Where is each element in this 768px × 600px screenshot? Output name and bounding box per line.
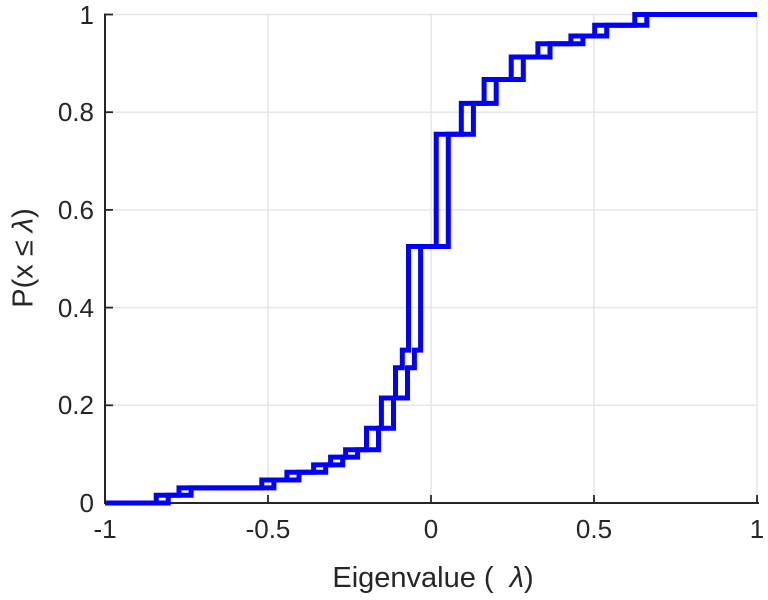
y-tick-label: 0.8 bbox=[57, 97, 94, 128]
x-tick-label: -1 bbox=[93, 514, 117, 544]
y-tick-label: 0.2 bbox=[57, 390, 94, 421]
y-tick-label: 1 bbox=[79, 0, 94, 30]
x-axis-label-close: ) bbox=[523, 562, 534, 594]
x-axis-label: Eigenvalue ( λ) bbox=[332, 562, 533, 595]
x-tick-label: -0.5 bbox=[245, 514, 291, 544]
x-axis-label-text: Eigenvalue ( bbox=[332, 562, 510, 594]
y-tick-label: 0.4 bbox=[57, 292, 94, 323]
x-tick-label: 1 bbox=[749, 514, 765, 544]
x-tick-label: 0.5 bbox=[575, 514, 613, 544]
lambda-symbol: λ bbox=[509, 562, 524, 594]
y-tick-label: 0.6 bbox=[57, 194, 94, 225]
x-tick-label: 0 bbox=[423, 514, 439, 544]
ecdf-curve-2 bbox=[105, 12, 757, 506]
y-tick-label: 0 bbox=[79, 488, 94, 518]
